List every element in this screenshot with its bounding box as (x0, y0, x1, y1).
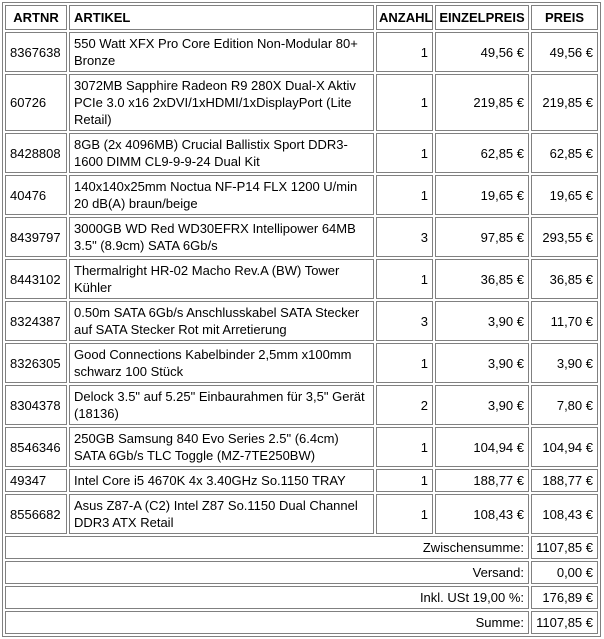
column-header-anzahl: ANZAHL (376, 5, 433, 30)
table-row: 8556682 Asus Z87-A (C2) Intel Z87 So.115… (5, 494, 598, 534)
table-row: 49347 Intel Core i5 4670K 4x 3.40GHz So.… (5, 469, 598, 492)
artikel-cell: 250GB Samsung 840 Evo Series 2.5" (6.4cm… (69, 427, 374, 467)
table-row: 8304378 Delock 3.5" auf 5.25" Einbaurahm… (5, 385, 598, 425)
anzahl-cell: 1 (376, 494, 433, 534)
anzahl-cell: 1 (376, 74, 433, 131)
einzelpreis-cell: 97,85 € (435, 217, 529, 257)
preis-cell: 36,85 € (531, 259, 598, 299)
column-header-einzelpreis: EINZELPREIS (435, 5, 529, 30)
summary-value: 1107,85 € (531, 536, 598, 559)
einzelpreis-cell: 3,90 € (435, 301, 529, 341)
artnr-cell: 40476 (5, 175, 67, 215)
einzelpreis-cell: 62,85 € (435, 133, 529, 173)
summary-label: Versand: (5, 561, 529, 584)
einzelpreis-cell: 219,85 € (435, 74, 529, 131)
preis-cell: 19,65 € (531, 175, 598, 215)
table-row: 8443102 Thermalright HR-02 Macho Rev.A (… (5, 259, 598, 299)
preis-cell: 62,85 € (531, 133, 598, 173)
column-header-preis: PREIS (531, 5, 598, 30)
einzelpreis-cell: 49,56 € (435, 32, 529, 72)
summary-label: Inkl. USt 19,00 %: (5, 586, 529, 609)
artikel-cell: Good Connections Kabelbinder 2,5mm x100m… (69, 343, 374, 383)
summary-row-summe: Summe: 1107,85 € (5, 611, 598, 634)
anzahl-cell: 1 (376, 427, 433, 467)
preis-cell: 11,70 € (531, 301, 598, 341)
artikel-cell: Asus Z87-A (C2) Intel Z87 So.1150 Dual C… (69, 494, 374, 534)
preis-cell: 188,77 € (531, 469, 598, 492)
artnr-cell: 60726 (5, 74, 67, 131)
artnr-cell: 8556682 (5, 494, 67, 534)
table-header-row: ARTNR ARTIKEL ANZAHL EINZELPREIS PREIS (5, 5, 598, 30)
artikel-cell: Intel Core i5 4670K 4x 3.40GHz So.1150 T… (69, 469, 374, 492)
artnr-cell: 8546346 (5, 427, 67, 467)
summary-label: Summe: (5, 611, 529, 634)
artikel-cell: Delock 3.5" auf 5.25" Einbaurahmen für 3… (69, 385, 374, 425)
summary-row-versand: Versand: 0,00 € (5, 561, 598, 584)
table-row: 8439797 3000GB WD Red WD30EFRX Intellipo… (5, 217, 598, 257)
table-row: 60726 3072MB Sapphire Radeon R9 280X Dua… (5, 74, 598, 131)
einzelpreis-cell: 36,85 € (435, 259, 529, 299)
table-row: 8428808 8GB (2x 4096MB) Crucial Ballisti… (5, 133, 598, 173)
artnr-cell: 8304378 (5, 385, 67, 425)
summary-label: Zwischensumme: (5, 536, 529, 559)
table-row: 8546346 250GB Samsung 840 Evo Series 2.5… (5, 427, 598, 467)
preis-cell: 3,90 € (531, 343, 598, 383)
artnr-cell: 8326305 (5, 343, 67, 383)
column-header-artnr: ARTNR (5, 5, 67, 30)
artnr-cell: 49347 (5, 469, 67, 492)
summary-value: 176,89 € (531, 586, 598, 609)
artnr-cell: 8324387 (5, 301, 67, 341)
preis-cell: 104,94 € (531, 427, 598, 467)
preis-cell: 108,43 € (531, 494, 598, 534)
summary-row-ust: Inkl. USt 19,00 %: 176,89 € (5, 586, 598, 609)
anzahl-cell: 1 (376, 175, 433, 215)
preis-cell: 7,80 € (531, 385, 598, 425)
anzahl-cell: 2 (376, 385, 433, 425)
column-header-artikel: ARTIKEL (69, 5, 374, 30)
einzelpreis-cell: 3,90 € (435, 385, 529, 425)
artikel-cell: Thermalright HR-02 Macho Rev.A (BW) Towe… (69, 259, 374, 299)
artnr-cell: 8428808 (5, 133, 67, 173)
einzelpreis-cell: 104,94 € (435, 427, 529, 467)
einzelpreis-cell: 19,65 € (435, 175, 529, 215)
summary-value: 0,00 € (531, 561, 598, 584)
artnr-cell: 8367638 (5, 32, 67, 72)
artnr-cell: 8443102 (5, 259, 67, 299)
artikel-cell: 8GB (2x 4096MB) Crucial Ballistix Sport … (69, 133, 374, 173)
anzahl-cell: 1 (376, 133, 433, 173)
anzahl-cell: 1 (376, 469, 433, 492)
preis-cell: 293,55 € (531, 217, 598, 257)
artnr-cell: 8439797 (5, 217, 67, 257)
table-row: 8367638 550 Watt XFX Pro Core Edition No… (5, 32, 598, 72)
anzahl-cell: 1 (376, 32, 433, 72)
einzelpreis-cell: 3,90 € (435, 343, 529, 383)
anzahl-cell: 3 (376, 217, 433, 257)
einzelpreis-cell: 108,43 € (435, 494, 529, 534)
artikel-cell: 3000GB WD Red WD30EFRX Intellipower 64MB… (69, 217, 374, 257)
table-row: 40476 140x140x25mm Noctua NF-P14 FLX 120… (5, 175, 598, 215)
artikel-cell: 140x140x25mm Noctua NF-P14 FLX 1200 U/mi… (69, 175, 374, 215)
table-row: 8326305 Good Connections Kabelbinder 2,5… (5, 343, 598, 383)
preis-cell: 49,56 € (531, 32, 598, 72)
anzahl-cell: 1 (376, 343, 433, 383)
preis-cell: 219,85 € (531, 74, 598, 131)
table-row: 8324387 0.50m SATA 6Gb/s Anschlusskabel … (5, 301, 598, 341)
artikel-cell: 3072MB Sapphire Radeon R9 280X Dual-X Ak… (69, 74, 374, 131)
einzelpreis-cell: 188,77 € (435, 469, 529, 492)
artikel-cell: 550 Watt XFX Pro Core Edition Non-Modula… (69, 32, 374, 72)
anzahl-cell: 1 (376, 259, 433, 299)
artikel-cell: 0.50m SATA 6Gb/s Anschlusskabel SATA Ste… (69, 301, 374, 341)
summary-row-zwischensumme: Zwischensumme: 1107,85 € (5, 536, 598, 559)
summary-value: 1107,85 € (531, 611, 598, 634)
anzahl-cell: 3 (376, 301, 433, 341)
